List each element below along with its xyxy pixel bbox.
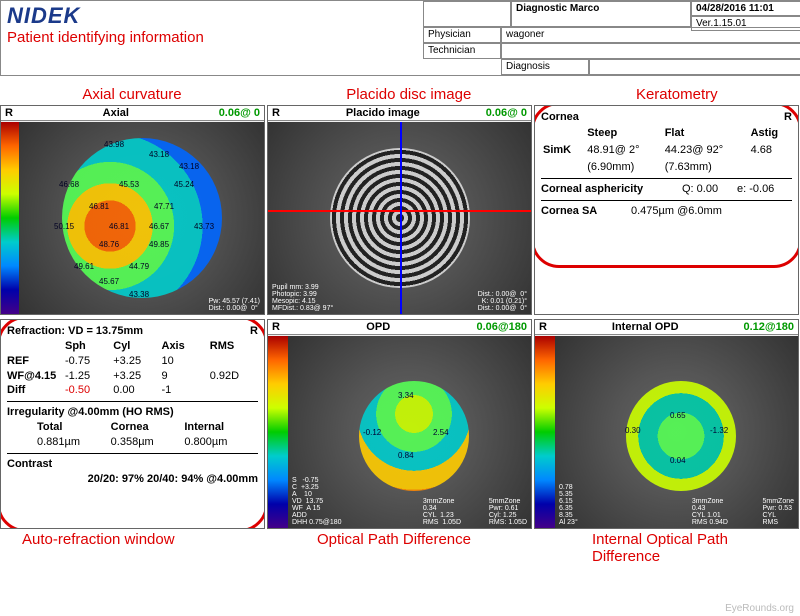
diagnosis-value: [589, 59, 800, 75]
opd-footer-r: 5mmZone Pwr: 0.61 Cyl: 1.25 RMS: 1.05D: [489, 498, 527, 526]
sa-label: Cornea SA: [541, 204, 631, 219]
cornea-panel: Cornea R Steep Flat Astig SimK 48.91@ 2°…: [534, 105, 799, 315]
refraction-panel: Refraction: VD = 13.75mm R Sph Cyl Axis …: [0, 319, 265, 529]
annot-autoref: Auto-refraction window: [2, 531, 287, 565]
opd-title: OPD: [366, 321, 390, 333]
top-annotations: Axial curvature Placido disc image Kerat…: [0, 86, 800, 103]
diagnostic-name: Diagnostic Marco: [511, 1, 691, 27]
sa-value: 0.475µm @6.0mm: [631, 204, 722, 219]
refraction-title: Refraction: VD = 13.75mm: [7, 324, 143, 339]
opd-eye: R: [272, 321, 280, 333]
axial-panel: R Axial 0.06@ 0 43.98 43.18 43.18 46.68 …: [0, 105, 265, 315]
iopd-footer-r: 5mmZone Pwr: 0.53 CYL RMS: [762, 498, 794, 526]
annot-kerato: Keratometry: [636, 86, 718, 103]
placido-eye: R: [272, 107, 280, 119]
axial-colorbar: [1, 122, 20, 314]
irregularity-label: Irregularity @4.00mm (HO RMS): [7, 406, 174, 418]
annot-placido: Placido disc image: [346, 86, 471, 103]
placido-panel: R Placido image 0.06@ 0 Pupil mm: 3.99 P…: [267, 105, 532, 315]
axial-image: 43.98 43.18 43.18 46.68 45.53 45.24 46.8…: [19, 122, 264, 314]
placido-corner: 0.06@ 0: [486, 107, 527, 119]
annot-opd: Optical Path Difference: [287, 531, 582, 565]
iopd-footer-m: 3mmZone 0.43 CYL 1.01 RMS 0.94D: [692, 498, 728, 526]
placido-title: Placido image: [346, 107, 420, 119]
axial-title: Axial: [103, 107, 129, 119]
placido-footer-r: Dist.: 0.00@ 0° K: 0.01 (0.21)° Dist.: 0…: [478, 291, 527, 312]
opd-corner: 0.06@180: [476, 321, 527, 333]
iopd-eye: R: [539, 321, 547, 333]
crosshair-v: [400, 122, 402, 314]
header-cells: Diagnostic Marco 04/28/2016 11:01 Ver.1.…: [423, 1, 800, 75]
axial-footer: Pw: 45.57 (7.41) Dist.: 0.00@ 0°: [209, 298, 260, 312]
iopd-corner: 0.12@180: [743, 321, 794, 333]
annot-axial: Axial curvature: [82, 86, 181, 103]
asphericity-label: Corneal asphericity: [541, 182, 682, 197]
header: NIDEK Patient identifying information Di…: [0, 0, 800, 76]
cornea-eye: R: [784, 110, 792, 125]
physician-value: wagoner: [501, 27, 800, 43]
iopd-colorbar: [535, 336, 556, 528]
patient-info-label: Patient identifying information: [7, 29, 417, 46]
iopd-footer-l: 0.78 5.35 6.15 6.35 8.35 Al 23°: [559, 484, 578, 526]
opd-panel: R OPD 0.06@180 3.34 -0.12 2.54 0.84 S -0…: [267, 319, 532, 529]
axial-eye: R: [5, 107, 13, 119]
bottom-annotations: Auto-refraction window Optical Path Diff…: [0, 531, 800, 565]
annot-iopd: Internal Optical Path Difference: [582, 531, 798, 565]
opd-footer-l: S -0.75 C +3.25 A 10 VD 13.75 WF A 15 AD…: [292, 477, 342, 526]
diagnosis-label: Diagnosis: [501, 59, 589, 75]
physician-label: Physician: [423, 27, 501, 43]
refraction-eye: R: [250, 324, 258, 339]
iopd-title: Internal OPD: [612, 321, 679, 333]
contrast-value: 20/20: 97% 20/40: 94% @4.00mm: [7, 472, 258, 487]
iopd-panel: R Internal OPD 0.12@180 0.30 0.65 -1.32 …: [534, 319, 799, 529]
contrast-label: Contrast: [7, 458, 52, 470]
opd-colorbar: [268, 336, 289, 528]
logo: NIDEK: [7, 3, 417, 29]
technician-label: Technician: [423, 43, 501, 59]
opd-footer-m: 3mmZone 0.34 CYL 1.23 RMS 1.05D: [423, 498, 461, 526]
datetime: 04/28/2016 11:01: [691, 1, 800, 16]
technician-value: [501, 43, 800, 59]
cornea-title: Cornea: [541, 110, 579, 125]
logo-area: NIDEK Patient identifying information: [1, 1, 423, 75]
axial-corner: 0.06@ 0: [219, 107, 260, 119]
spacer: [423, 1, 511, 27]
placido-footer-l: Pupil mm: 3.99 Photopic: 3.99 Mesopic: 4…: [272, 284, 333, 312]
cornea-table: Steep Flat Astig SimK 48.91@ 2° 44.23@ 9…: [541, 125, 792, 176]
watermark: EyeRounds.org: [725, 603, 794, 614]
panel-grid: R Axial 0.06@ 0 43.98 43.18 43.18 46.68 …: [0, 103, 800, 531]
